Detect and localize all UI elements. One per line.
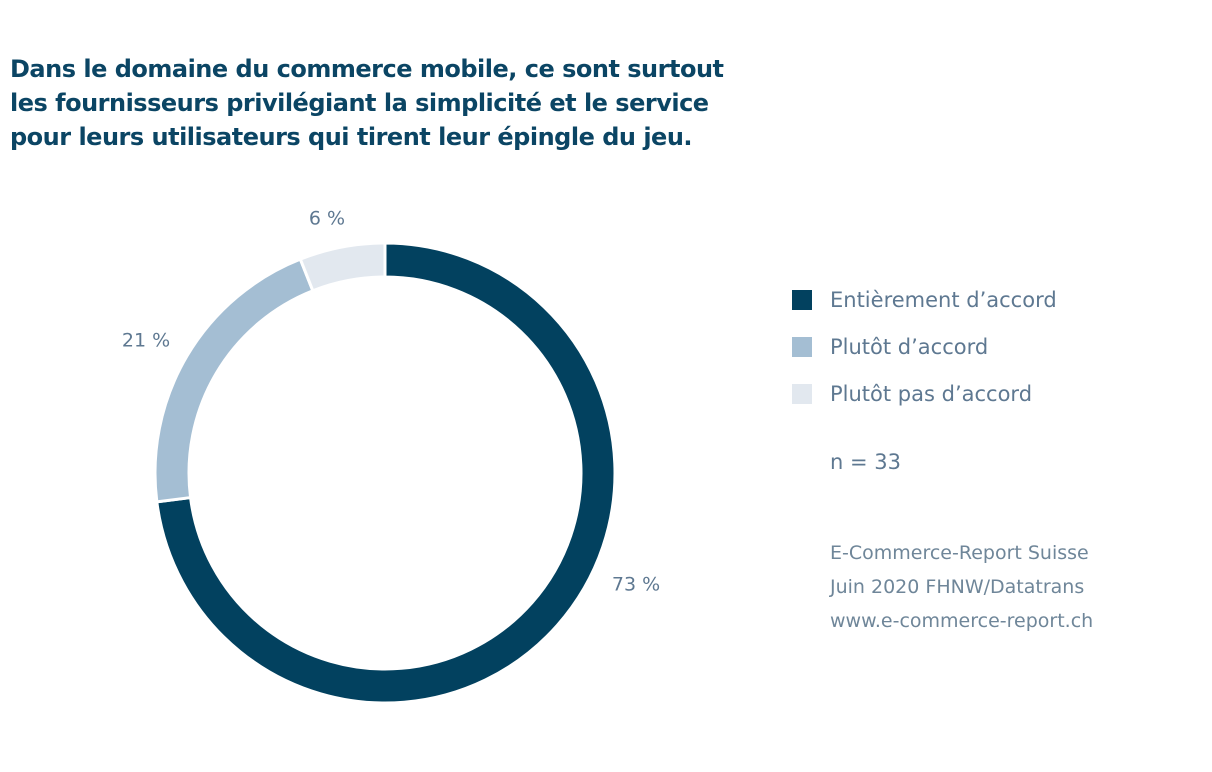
donut-slice xyxy=(298,241,387,293)
legend-item: Plutôt pas d’accord xyxy=(792,377,1057,411)
donut-slices xyxy=(153,241,617,705)
source-line-date: Juin 2020 FHNW/Datatrans xyxy=(830,576,1085,598)
chart-title-line: Dans le domaine du commerce mobile, ce s… xyxy=(10,55,724,83)
source-line-url: www.e-commerce-report.ch xyxy=(830,610,1094,632)
donut-slice-labels: 73 % 21 % 6 % xyxy=(122,208,660,596)
legend-swatch xyxy=(792,337,812,357)
legend-item: Entièrement d’accord xyxy=(792,283,1057,317)
source-line-report: E-Commerce-Report Suisse xyxy=(830,542,1089,564)
slice-percentage-label: 73 % xyxy=(612,574,660,596)
donut-slice xyxy=(155,241,617,705)
slice-percentage-label: 21 % xyxy=(122,330,170,352)
sample-size: n = 33 xyxy=(830,450,901,474)
legend-item: Plutôt d’accord xyxy=(792,330,1057,364)
chart-title: Dans le domaine du commerce mobile, ce s… xyxy=(10,52,770,154)
source-note: E-Commerce-Report Suisse Juin 2020 FHNW/… xyxy=(830,536,1093,638)
legend-swatch xyxy=(792,290,812,310)
legend-swatch xyxy=(792,384,812,404)
legend-label: Plutôt d’accord xyxy=(830,335,989,359)
slice-percentage-label: 6 % xyxy=(309,208,345,230)
legend-label: Plutôt pas d’accord xyxy=(830,382,1033,406)
chart-title-line: pour leurs utilisateurs qui tirent leur … xyxy=(10,123,693,151)
chart-title-line: les fournisseurs privilégiant la simplic… xyxy=(10,89,709,117)
donut-slice xyxy=(153,257,315,504)
chart-legend: Entièrement d’accord Plutôt d’accord Plutô… xyxy=(792,283,1057,424)
legend-label: Entièrement d’accord xyxy=(830,288,1057,312)
